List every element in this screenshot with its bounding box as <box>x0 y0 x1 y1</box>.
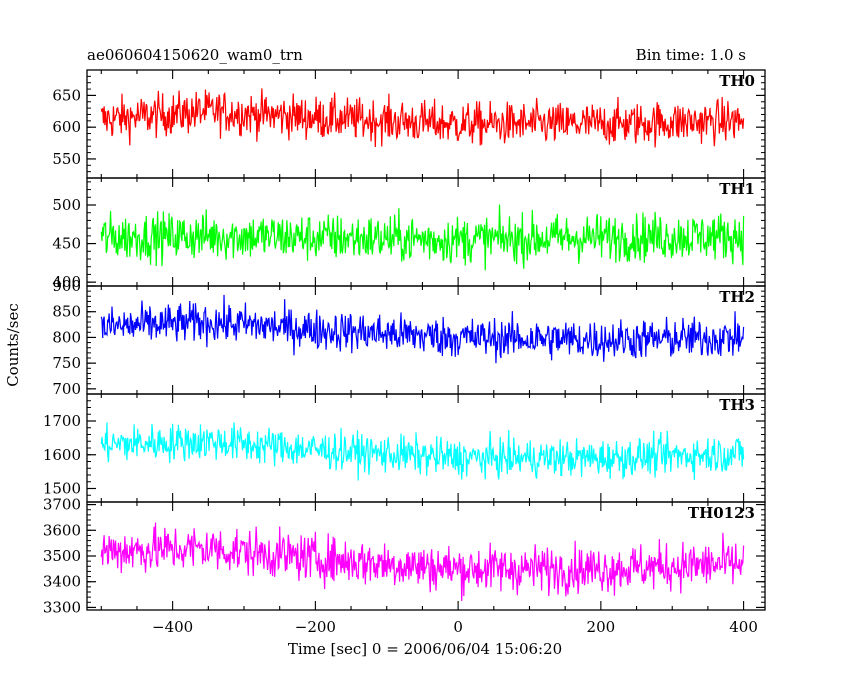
panel-frame <box>86 177 766 287</box>
series-line-th0123 <box>100 522 745 601</box>
y-tick-label: 3600 <box>43 521 81 539</box>
y-tick-label: 1600 <box>43 446 81 464</box>
chart-title: ae060604150620_wam0_trn <box>87 46 303 64</box>
y-tick-label: 3700 <box>43 496 81 514</box>
y-tick-label: 900 <box>52 277 81 295</box>
x-tick-label: 400 <box>729 618 758 636</box>
y-tick-label: 700 <box>52 380 81 398</box>
panel-frame <box>86 501 766 611</box>
y-tick-label: 1500 <box>43 480 81 498</box>
series-label-th0123: TH0123 <box>688 504 755 522</box>
series-line-th0 <box>100 88 745 148</box>
x-tick-label: −400 <box>152 618 193 636</box>
x-tick-label: 200 <box>587 618 616 636</box>
y-tick-label: 600 <box>52 118 81 136</box>
series-line-th1 <box>100 204 745 271</box>
x-axis-label: Time [sec] 0 = 2006/06/04 15:06:20 <box>288 640 562 658</box>
y-tick-label: 650 <box>52 86 81 104</box>
y-tick-label: 750 <box>52 354 81 372</box>
y-tick-label: 400 <box>52 273 81 291</box>
y-axis-label: Counts/sec <box>4 303 22 387</box>
y-tick-label: 500 <box>52 196 81 214</box>
y-tick-label: 450 <box>52 235 81 253</box>
bin-time-label: Bin time: 1.0 s <box>636 46 746 64</box>
series-label-th1: TH1 <box>719 180 755 198</box>
series-label-th0: TH0 <box>719 72 755 90</box>
series-label-th3: TH3 <box>719 396 755 414</box>
y-tick-label: 1700 <box>43 412 81 430</box>
x-tick-label: −200 <box>295 618 336 636</box>
x-tick-label: 0 <box>453 618 463 636</box>
y-tick-label: 3500 <box>43 547 81 565</box>
y-tick-label: 850 <box>52 303 81 321</box>
y-tick-label: 3400 <box>43 573 81 591</box>
panels: 550 600 650 TH0 400 450 500 TH1 700 750 800 850 900 T… <box>43 69 766 636</box>
series-line-th2 <box>100 294 745 364</box>
series-label-th2: TH2 <box>719 288 755 306</box>
series-line-th3 <box>100 422 745 481</box>
y-tick-label: 550 <box>52 150 81 168</box>
y-tick-label: 800 <box>52 328 81 346</box>
y-tick-label: 3300 <box>43 598 81 616</box>
panel-frame <box>86 285 766 395</box>
